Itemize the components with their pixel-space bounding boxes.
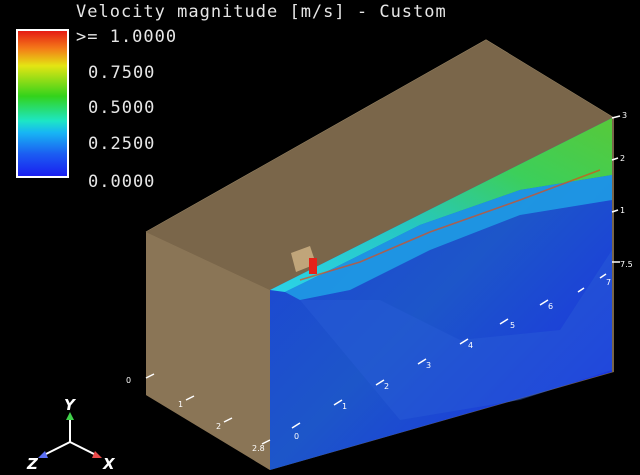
domain-box-top	[146, 40, 614, 290]
axis-triad	[38, 412, 102, 458]
color-bar	[16, 29, 69, 178]
tick-label-length: 2	[384, 382, 390, 391]
legend-label: 0.7500	[88, 63, 156, 83]
legend-label-max: >= 1.0000	[76, 27, 178, 47]
tick-label-width: 0	[126, 376, 132, 385]
legend-title: Velocity magnitude [m/s] - Custom	[76, 2, 447, 22]
tick-label-length: 0	[294, 432, 300, 441]
tick-label-length: 7	[606, 278, 612, 287]
domain-box-front	[146, 232, 270, 470]
inlet-jet	[309, 258, 317, 274]
tick-label-length: 1	[342, 402, 348, 411]
tick-label-vertical: 2	[620, 154, 626, 163]
triad-label-y: Y	[64, 396, 75, 414]
velocity-jet-line	[299, 169, 601, 281]
tick-label-width: 2.8	[252, 444, 265, 453]
tick-label-length: 6	[548, 302, 554, 311]
legend-label-min: 0.0000	[88, 172, 156, 192]
legend-label: 0.5000	[88, 98, 156, 118]
tick-label-length: 7.5	[620, 260, 633, 269]
axis-ticks	[145, 115, 621, 445]
y-axis-arrow-icon	[66, 412, 74, 420]
tick-label-length: 4	[468, 341, 474, 350]
velocity-slice-wash	[300, 250, 612, 420]
tick-label-vertical: 3	[622, 111, 628, 120]
tick-label-length: 3	[426, 361, 432, 370]
triad-label-x: X	[103, 455, 115, 473]
velocity-slice-mid-region	[285, 175, 612, 300]
tick-label-vertical: 1	[620, 206, 626, 215]
tick-label-width: 2	[216, 422, 222, 431]
velocity-slice-high-region	[270, 118, 612, 292]
triad-label-z: Z	[27, 455, 38, 473]
legend-label: 0.2500	[88, 134, 156, 154]
x-axis-arrow-icon	[92, 451, 102, 458]
tick-label-width: 1	[178, 400, 184, 409]
z-axis-arrow-icon	[38, 451, 48, 458]
tick-label-length: 5	[510, 321, 516, 330]
